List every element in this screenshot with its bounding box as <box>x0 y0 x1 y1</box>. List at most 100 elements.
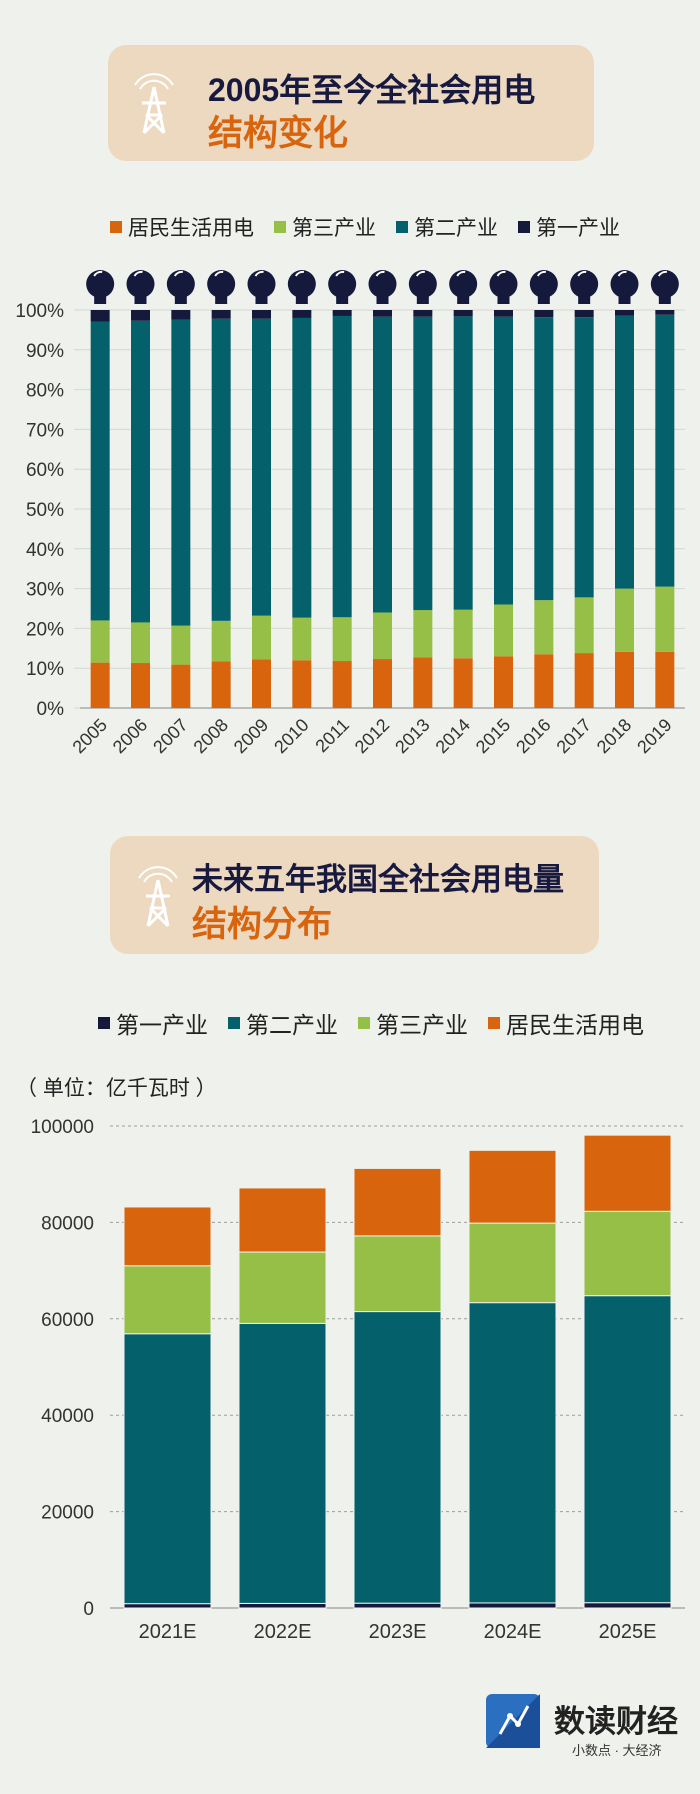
bulb-highlight <box>415 270 425 277</box>
bulb-highlight <box>294 270 304 277</box>
bar-segment <box>373 659 392 708</box>
legend-item: 第二产业 <box>228 1006 338 1040</box>
legend-swatch <box>518 221 530 233</box>
bulb-base <box>537 296 550 304</box>
x-tick-label: 2023E <box>369 1621 427 1640</box>
x-tick-label: 2019 <box>633 715 675 757</box>
bar-segment <box>534 310 554 318</box>
light-bulb-icon <box>650 270 679 304</box>
bulb-base <box>94 296 107 304</box>
legend-swatch <box>488 1017 500 1029</box>
bulb-highlight <box>496 270 506 277</box>
bulb-highlight <box>536 270 546 277</box>
legend-label: 第一产业 <box>116 1012 208 1038</box>
legend-item: 居民生活用电 <box>488 1006 644 1040</box>
bar-segment <box>615 588 634 652</box>
chart1-plot: 0%10%20%30%40%50%60%70%80%90%100%2005200… <box>15 270 685 757</box>
legend-swatch <box>396 221 408 233</box>
bar-segment <box>373 612 392 660</box>
bar-segment <box>353 1235 442 1313</box>
bar-segment <box>655 314 675 587</box>
bulb-highlight <box>173 270 183 277</box>
x-tick-label: 2017 <box>553 715 595 757</box>
y-tick-label: 0% <box>37 699 65 720</box>
bar-segment <box>292 617 312 661</box>
chart2-plot: 0 20000 40000 60000 80000 100000 2021E 2022E 202… <box>31 1117 685 1640</box>
bar-segment <box>413 310 433 317</box>
bulb-base <box>134 296 147 304</box>
legend-item: 第一产业 <box>518 212 620 242</box>
light-bulb-icon <box>126 270 155 304</box>
bulb-highlight <box>335 270 345 277</box>
x-tick-label: 2014 <box>432 715 474 757</box>
bar-segment <box>238 1187 327 1253</box>
bulb-glass <box>570 270 599 298</box>
bar-segment <box>494 604 513 657</box>
legend-item: 第二产业 <box>396 212 498 242</box>
legend-label: 居民生活用电 <box>506 1012 644 1038</box>
x-tick-label: 2022E <box>254 1621 312 1640</box>
legend-item: 第三产业 <box>274 212 376 242</box>
light-bulb-icon <box>489 270 518 304</box>
bar-segment <box>413 610 433 658</box>
bulb-glass <box>489 270 518 298</box>
bar-segment <box>211 310 231 319</box>
bar-segment <box>494 656 513 708</box>
bar-segment <box>574 317 594 598</box>
y-tick-label: 10% <box>26 659 64 680</box>
bar-segment <box>171 310 191 320</box>
legend-swatch <box>228 1017 240 1029</box>
x-tick-label: 2011 <box>311 715 353 757</box>
bar-segment <box>90 310 110 322</box>
bulb-base <box>578 296 591 304</box>
bar-segment <box>252 310 271 319</box>
light-bulb-icon <box>529 270 558 304</box>
bulb-highlight <box>456 270 466 277</box>
y-tick-label: 40000 <box>41 1406 94 1427</box>
bar-segment <box>211 620 231 662</box>
bulb-base <box>376 296 389 304</box>
chart2-unit-label: （ 单位：亿千瓦时 ） <box>16 1077 217 1100</box>
bulb-highlight <box>375 270 385 277</box>
bar-segment <box>453 310 473 317</box>
y-tick-label: 100% <box>15 301 64 322</box>
x-tick-label: 2018 <box>593 715 635 757</box>
bulb-glass <box>247 270 276 298</box>
bulb-glass <box>449 270 478 298</box>
bulb-glass <box>408 270 437 298</box>
bar-segment <box>413 657 433 708</box>
brand-logo-icon <box>486 1694 540 1748</box>
bar-segment <box>468 1222 557 1304</box>
y-tick-label: 0 <box>83 1599 94 1620</box>
chart2-legend: 第一产业 第二产业 第三产业 居民生活用电 <box>98 1006 664 1040</box>
bar-segment <box>574 310 594 318</box>
bar-segment <box>615 315 634 589</box>
bar-segment <box>574 653 594 708</box>
legend-label: 居民生活用电 <box>128 217 254 240</box>
y-tick-label: 70% <box>26 420 64 441</box>
bar-segment <box>123 1603 212 1609</box>
x-tick-label: 2021E <box>139 1621 197 1640</box>
legend-label: 第三产业 <box>292 217 376 240</box>
bar-segment <box>534 654 554 708</box>
bar-segment <box>171 625 191 665</box>
bar-segment <box>131 663 150 708</box>
bar-segment <box>583 1602 672 1609</box>
bar-segment <box>238 1322 327 1604</box>
x-tick-label: 2006 <box>109 715 151 757</box>
y-tick-label: 60% <box>26 460 64 481</box>
bulb-base <box>336 296 349 304</box>
bar-segment <box>90 321 110 621</box>
bar-segment <box>252 615 271 660</box>
x-tick-label: 2024E <box>484 1621 542 1640</box>
bar-segment <box>292 317 312 618</box>
bulb-glass <box>328 270 357 298</box>
bar-segment <box>252 659 271 708</box>
y-tick-label: 80000 <box>41 1213 94 1234</box>
bar-segment <box>332 617 352 662</box>
bar-segment <box>453 658 473 708</box>
title-card-2: 未来五年我国全社会用电量 结构分布 <box>110 836 599 954</box>
bar-segment <box>90 620 110 663</box>
bar-segment <box>211 318 231 621</box>
brand-slogan: 小数点 · 大经济 <box>572 1743 662 1758</box>
